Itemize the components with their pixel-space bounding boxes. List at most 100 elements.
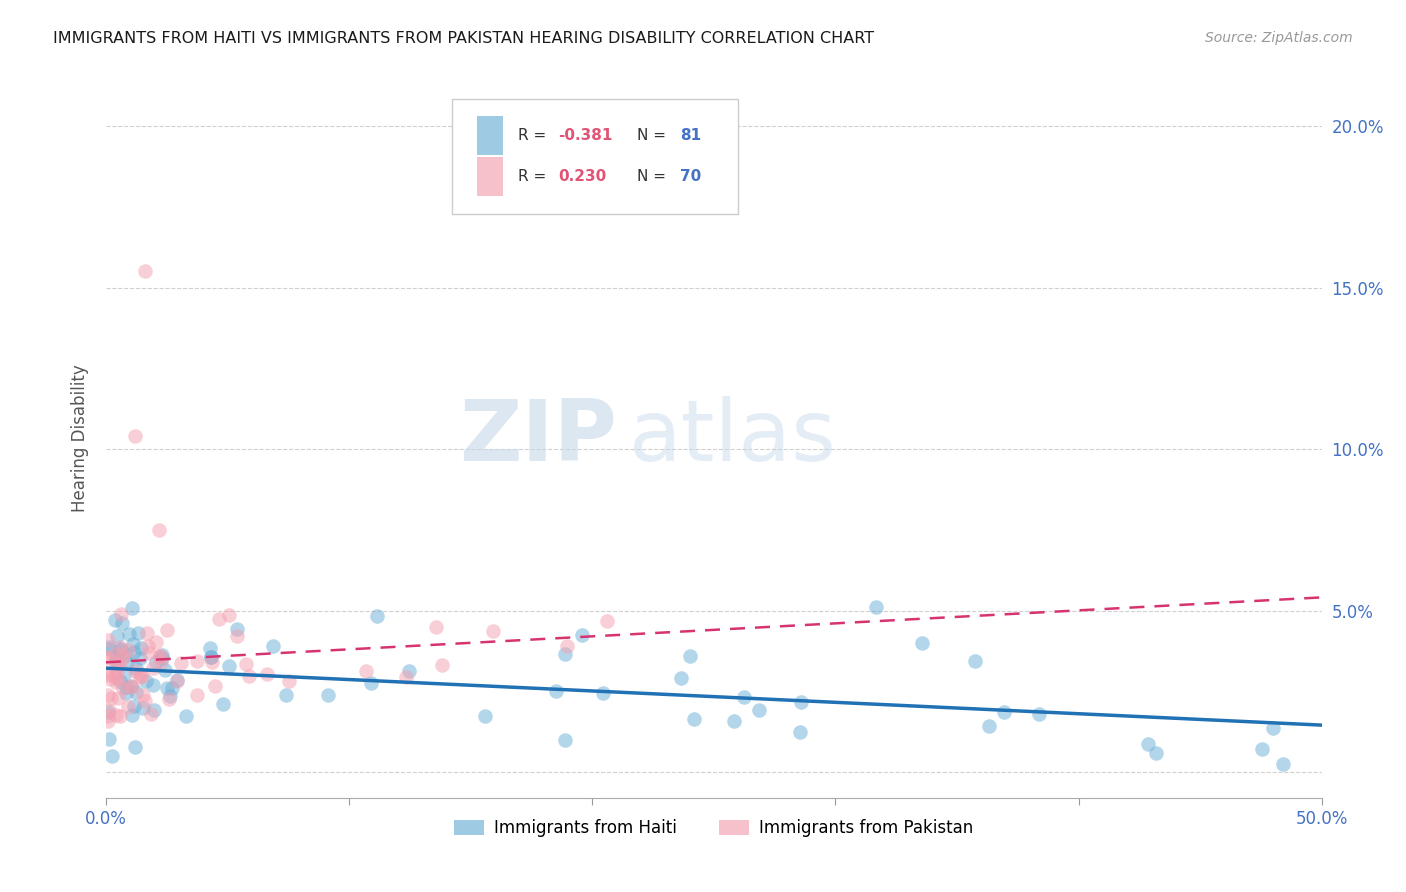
Point: [963, 654, 986, 668]
Point: [98, 640, 121, 654]
Point: [1261, 721, 1284, 735]
Point: [107, 690, 129, 705]
Point: [789, 725, 811, 739]
Point: [1144, 746, 1167, 760]
Point: [105, 660, 128, 674]
Text: -0.381: -0.381: [558, 128, 613, 143]
Point: [97, 665, 120, 680]
Text: 0.230: 0.230: [558, 169, 606, 184]
Point: [166, 673, 188, 688]
Point: [117, 642, 139, 657]
Point: [124, 740, 146, 755]
Point: [156, 681, 179, 695]
Point: [108, 642, 131, 657]
Point: [104, 613, 127, 627]
Point: [132, 701, 155, 715]
Y-axis label: Hearing Disability: Hearing Disability: [72, 364, 89, 512]
Point: [157, 692, 180, 706]
Point: [865, 599, 887, 614]
Point: [100, 691, 122, 706]
Text: 70: 70: [679, 169, 702, 184]
Text: R =: R =: [517, 169, 551, 184]
Point: [149, 649, 172, 664]
Point: [105, 654, 128, 668]
Point: [122, 644, 145, 658]
Point: [98, 641, 121, 656]
Point: [97, 708, 120, 723]
Point: [1272, 756, 1295, 771]
Point: [141, 706, 163, 721]
Point: [135, 674, 157, 689]
Point: [97, 688, 120, 702]
Point: [97, 732, 120, 747]
Point: [104, 650, 127, 665]
Point: [111, 615, 134, 630]
Point: [174, 708, 197, 723]
Point: [136, 626, 159, 640]
Point: [226, 623, 249, 637]
Point: [131, 669, 153, 683]
Point: [97, 714, 120, 729]
Point: [200, 649, 222, 664]
Point: [571, 628, 593, 642]
Point: [143, 703, 166, 717]
Point: [108, 657, 131, 671]
Point: [595, 614, 617, 628]
Point: [105, 708, 128, 723]
Point: [748, 703, 770, 717]
Point: [111, 652, 134, 666]
Point: [97, 702, 120, 716]
Text: atlas: atlas: [628, 396, 837, 479]
Point: [993, 705, 1015, 719]
Point: [132, 688, 155, 702]
Point: [360, 676, 382, 690]
Text: IMMIGRANTS FROM HAITI VS IMMIGRANTS FROM PAKISTAN HEARING DISABILITY CORRELATION: IMMIGRANTS FROM HAITI VS IMMIGRANTS FROM…: [53, 31, 875, 46]
Text: N =: N =: [637, 128, 671, 143]
Text: Source: ZipAtlas.com: Source: ZipAtlas.com: [1205, 31, 1353, 45]
Point: [121, 707, 143, 722]
Point: [134, 264, 156, 278]
Point: [121, 681, 143, 695]
Point: [354, 665, 377, 679]
Bar: [477, 157, 503, 196]
Point: [128, 650, 150, 665]
Point: [723, 714, 745, 728]
Point: [554, 647, 576, 661]
Point: [97, 705, 120, 719]
Point: [166, 673, 188, 687]
Point: [138, 646, 160, 660]
Point: [97, 650, 120, 665]
Point: [142, 660, 165, 674]
Point: [145, 655, 167, 669]
Point: [555, 639, 578, 653]
Point: [318, 688, 340, 702]
Point: [671, 672, 693, 686]
Point: [218, 608, 240, 623]
Point: [121, 637, 143, 651]
Point: [482, 624, 505, 638]
Point: [208, 612, 231, 626]
Point: [105, 663, 128, 677]
Point: [554, 733, 576, 747]
Point: [124, 698, 146, 713]
Point: [97, 633, 120, 648]
Point: [124, 664, 146, 678]
Point: [97, 668, 120, 682]
Point: [105, 671, 128, 685]
Point: [125, 661, 148, 675]
Point: [115, 656, 138, 670]
Point: [110, 607, 132, 621]
Point: [425, 620, 447, 634]
Point: [128, 667, 150, 681]
Point: [101, 749, 124, 764]
Point: [118, 626, 141, 640]
Point: [148, 523, 170, 537]
Point: [156, 623, 179, 637]
Point: [127, 625, 149, 640]
Point: [104, 675, 127, 690]
Point: [274, 688, 297, 702]
Point: [150, 651, 173, 665]
Point: [110, 708, 132, 723]
Point: [679, 649, 702, 664]
Point: [129, 670, 152, 684]
